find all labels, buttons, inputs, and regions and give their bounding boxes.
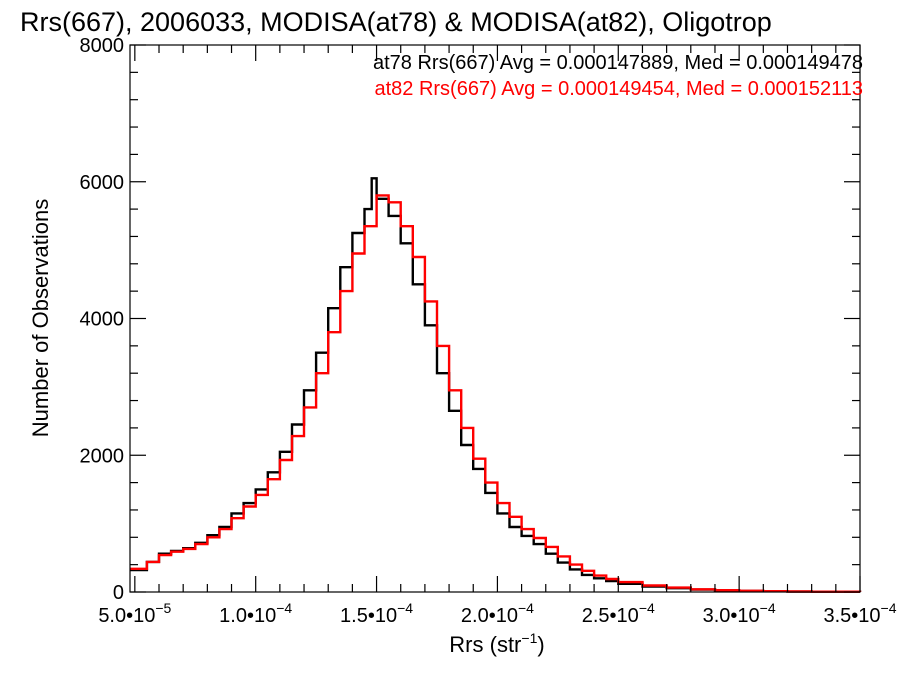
x-axis-label: Rrs (str−1): [449, 630, 544, 657]
x-tick-label: 1.0•10−4: [219, 600, 292, 627]
chart-title: Rrs(667), 2006033, MODISA(at78) & MODISA…: [20, 7, 772, 37]
y-tick-label: 0: [113, 582, 124, 604]
x-tick-label: 2.5•10−4: [582, 600, 655, 627]
y-tick-label: 2000: [80, 445, 125, 467]
y-axis: 0 2000 4000 6000 8000: [80, 35, 860, 604]
x-axis-label-text: Rrs (str: [449, 632, 521, 657]
series-at78-line: [130, 177, 862, 593]
plot-frame: [129, 44, 861, 593]
x-tick-label: 3.0•10−4: [703, 600, 776, 627]
y-axis-label: Number of Observations: [28, 199, 53, 437]
x-tick-label: 5.0•10−5: [98, 600, 171, 627]
x-tick-label: 3.5•10−4: [823, 600, 896, 627]
x-tick-label: 1.5•10−4: [340, 600, 413, 627]
x-axis: 5.0•10−5 1.0•10−4 1.5•10−4 2.0•10−4 2.5•10−4…: [98, 45, 897, 627]
x-tick-label: 2.0•10−4: [461, 600, 534, 627]
x-axis-label-exponent: −1: [521, 630, 537, 646]
y-tick-label: 8000: [80, 35, 125, 57]
plot-area: [130, 177, 862, 593]
series-at82-line: [130, 194, 862, 593]
stats-at78: at78 Rrs(667) Avg = 0.000147889, Med = 0…: [373, 52, 863, 74]
x-axis-label-close: ): [537, 632, 544, 657]
stats-at82: at82 Rrs(667) Avg = 0.000149454, Med = 0…: [374, 78, 863, 100]
y-tick-label: 4000: [80, 309, 125, 331]
y-tick-label: 6000: [80, 172, 125, 194]
